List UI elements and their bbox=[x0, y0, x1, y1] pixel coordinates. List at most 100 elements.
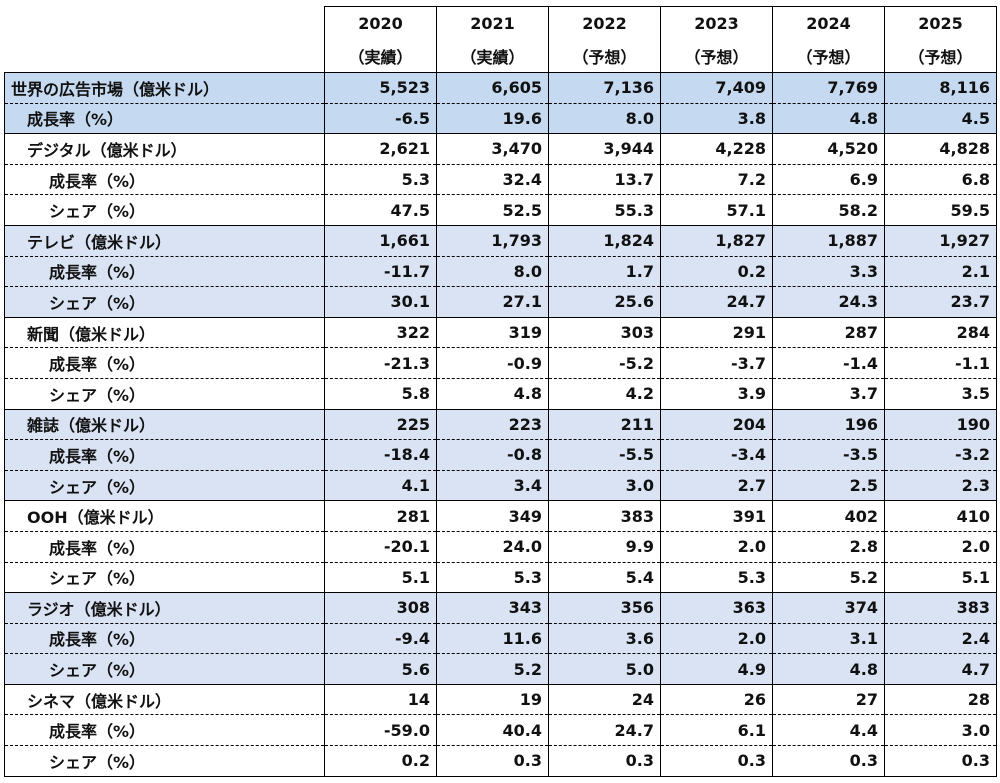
cell-value: 3.4 bbox=[436, 470, 549, 502]
cell-value: 5.1 bbox=[324, 562, 437, 594]
cell-value: 5.3 bbox=[436, 562, 549, 594]
cell-value: 11.6 bbox=[436, 623, 549, 655]
cell-value: 24 bbox=[548, 683, 661, 716]
row-label: シェア（%） bbox=[4, 562, 325, 594]
cell-value: 6.8 bbox=[884, 164, 997, 196]
cell-value: 1,887 bbox=[772, 224, 885, 257]
row-label: シェア（%） bbox=[4, 470, 325, 502]
row-label: 成長率（%） bbox=[4, 531, 325, 563]
cell-value: 211 bbox=[548, 408, 661, 441]
cell-value: 0.3 bbox=[436, 745, 549, 777]
cell-value: 5.6 bbox=[324, 653, 437, 685]
cell-value: 4.8 bbox=[772, 653, 885, 685]
cell-value: 410 bbox=[884, 500, 997, 532]
cell-value: 8,116 bbox=[884, 72, 997, 104]
table-row: 成長率（%） -18.4 -0.8 -5.5 -3.4 -3.5 -3.2 bbox=[4, 439, 997, 471]
cell-value: -6.5 bbox=[324, 103, 437, 135]
cell-value: 0.3 bbox=[660, 745, 773, 777]
cell-value: -5.2 bbox=[548, 347, 661, 379]
cell-value: 58.2 bbox=[772, 194, 885, 226]
cell-value: 0.2 bbox=[324, 745, 437, 777]
cell-value: -1.4 bbox=[772, 347, 885, 379]
header-year: 2022 bbox=[548, 6, 661, 40]
cell-value: 4.8 bbox=[436, 378, 549, 410]
cell-value: 28 bbox=[884, 683, 997, 716]
cell-value: 2.0 bbox=[660, 531, 773, 563]
cell-value: 5.8 bbox=[324, 378, 437, 410]
row-label: OOH（億米ドル） bbox=[4, 500, 325, 532]
row-label: シェア（%） bbox=[4, 378, 325, 410]
cell-value: 5.2 bbox=[772, 562, 885, 594]
cell-value: 25.6 bbox=[548, 286, 661, 318]
cell-value: 4,520 bbox=[772, 133, 885, 165]
cell-value: 287 bbox=[772, 316, 885, 349]
cell-value: 402 bbox=[772, 500, 885, 532]
cell-value: 322 bbox=[324, 316, 437, 349]
table-row: ラジオ（億米ドル） 308 343 356 363 374 383 bbox=[4, 592, 997, 624]
cell-value: 13.7 bbox=[548, 164, 661, 196]
cell-value: 1,661 bbox=[324, 224, 437, 257]
cell-value: 24.0 bbox=[436, 531, 549, 563]
table-row: シェア（%） 30.1 27.1 25.6 24.7 24.3 23.7 bbox=[4, 286, 997, 318]
cell-value: 356 bbox=[548, 592, 661, 624]
cell-value: -18.4 bbox=[324, 439, 437, 471]
cell-value: 2.0 bbox=[884, 531, 997, 563]
header-type: （予想） bbox=[660, 39, 773, 73]
cell-value: 4.8 bbox=[772, 103, 885, 135]
cell-value: 19.6 bbox=[436, 103, 549, 135]
table-row: 成長率（%） -59.0 40.4 24.7 6.1 4.4 3.0 bbox=[4, 714, 997, 747]
cell-value: 3.9 bbox=[660, 378, 773, 410]
cell-value: -3.4 bbox=[660, 439, 773, 471]
cell-value: 1,927 bbox=[884, 224, 997, 257]
cell-value: 14 bbox=[324, 683, 437, 716]
header-type: （予想） bbox=[772, 39, 885, 73]
cell-value: 55.3 bbox=[548, 194, 661, 226]
cell-value: -1.1 bbox=[884, 347, 997, 379]
cell-value: 349 bbox=[436, 500, 549, 532]
cell-value: 5.0 bbox=[548, 653, 661, 685]
cell-value: 4,828 bbox=[884, 133, 997, 165]
cell-value: 52.5 bbox=[436, 194, 549, 226]
cell-value: 57.1 bbox=[660, 194, 773, 226]
cell-value: 3.6 bbox=[548, 623, 661, 655]
header-year: 2025 bbox=[884, 6, 997, 40]
cell-value: 59.5 bbox=[884, 194, 997, 226]
table-row: 雑誌（億米ドル） 225 223 211 204 196 190 bbox=[4, 408, 997, 441]
cell-value: 225 bbox=[324, 408, 437, 441]
cell-value: 2.3 bbox=[884, 470, 997, 502]
cell-value: -0.9 bbox=[436, 347, 549, 379]
header-year-row: 2020 2021 2022 2023 2024 2025 bbox=[5, 6, 997, 40]
table-row: デジタル（億米ドル） 2,621 3,470 3,944 4,228 4,520 4,828 bbox=[4, 133, 997, 165]
cell-value: 284 bbox=[884, 316, 997, 349]
cell-value: 3,470 bbox=[436, 133, 549, 165]
cell-value: 319 bbox=[436, 316, 549, 349]
cell-value: 4,228 bbox=[660, 133, 773, 165]
cell-value: 7,409 bbox=[660, 72, 773, 104]
cell-value: 5,523 bbox=[324, 72, 437, 104]
table-header: 2020 2021 2022 2023 2024 2025 （実績） （実績） … bbox=[4, 6, 997, 73]
table-body: 世界の広告市場（億米ドル） 5,523 6,605 7,136 7,409 7,769 8,… bbox=[4, 72, 997, 777]
row-label: シェア（%） bbox=[4, 286, 325, 318]
cell-value: 363 bbox=[660, 592, 773, 624]
header-type: （予想） bbox=[884, 39, 997, 73]
row-label: 成長率（%） bbox=[4, 714, 325, 747]
cell-value: 24.7 bbox=[660, 286, 773, 318]
cell-value: 5.1 bbox=[884, 562, 997, 594]
cell-value: 5.2 bbox=[436, 653, 549, 685]
header-type: （予想） bbox=[548, 39, 661, 73]
row-label: テレビ（億米ドル） bbox=[4, 224, 325, 257]
header-type: （実績） bbox=[436, 39, 549, 73]
table-row: 成長率（%） -20.1 24.0 9.9 2.0 2.8 2.0 bbox=[4, 531, 997, 563]
row-label: 新聞（億米ドル） bbox=[4, 316, 325, 349]
table-row: 成長率（%） 5.3 32.4 13.7 7.2 6.9 6.8 bbox=[4, 164, 997, 196]
row-label: 成長率（%） bbox=[4, 439, 325, 471]
cell-value: 6.9 bbox=[772, 164, 885, 196]
table-row: シェア（%） 5.8 4.8 4.2 3.9 3.7 3.5 bbox=[4, 378, 997, 410]
row-label: 成長率（%） bbox=[4, 103, 325, 135]
cell-value: 0.3 bbox=[884, 745, 997, 777]
cell-value: 40.4 bbox=[436, 714, 549, 747]
table-row: シェア（%） 5.6 5.2 5.0 4.9 4.8 4.7 bbox=[4, 653, 997, 685]
cell-value: 19 bbox=[436, 683, 549, 716]
cell-value: -3.7 bbox=[660, 347, 773, 379]
cell-value: 6.1 bbox=[660, 714, 773, 747]
